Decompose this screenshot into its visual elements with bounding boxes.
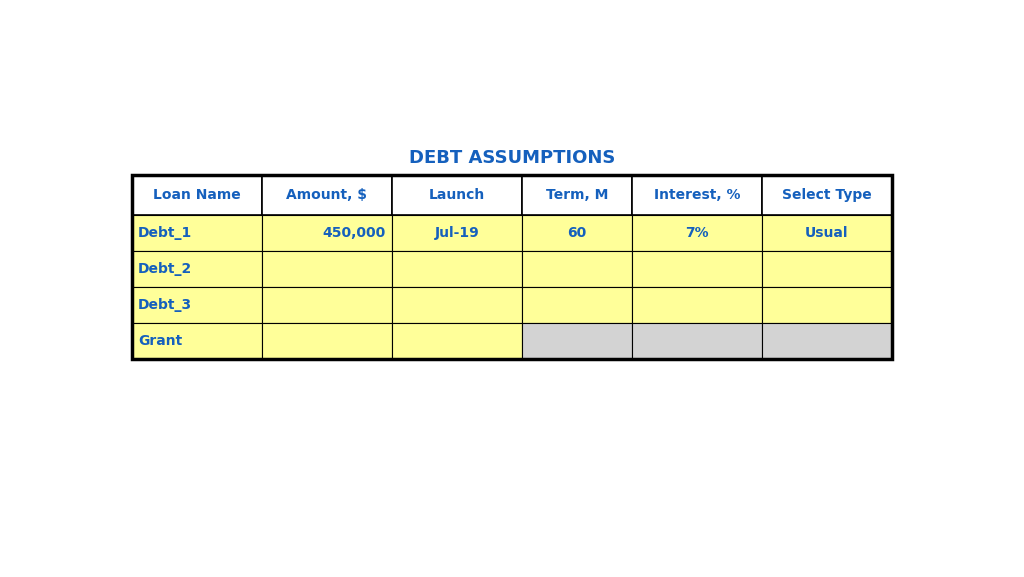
Text: Select Type: Select Type	[782, 188, 871, 202]
Bar	[522, 175, 632, 215]
Bar	[132, 215, 262, 251]
Bar	[522, 215, 632, 251]
Text: Loan Name: Loan Name	[154, 188, 241, 202]
Text: Debt_1: Debt_1	[138, 226, 193, 240]
Text: Amount, $: Amount, $	[287, 188, 368, 202]
Text: Debt_3: Debt_3	[138, 298, 193, 312]
Bar	[762, 287, 892, 323]
Text: Jul-19: Jul-19	[434, 226, 479, 240]
Bar	[392, 251, 522, 287]
Bar	[262, 323, 392, 359]
Bar	[522, 287, 632, 323]
Bar	[132, 323, 262, 359]
Bar	[522, 323, 632, 359]
Bar	[392, 323, 522, 359]
Bar	[632, 323, 762, 359]
Bar	[762, 323, 892, 359]
Text: Launch: Launch	[429, 188, 485, 202]
Bar	[392, 215, 522, 251]
Bar	[762, 215, 892, 251]
Bar	[392, 175, 522, 215]
Text: DEBT ASSUMPTIONS: DEBT ASSUMPTIONS	[409, 149, 615, 167]
Bar	[132, 175, 262, 215]
Bar	[132, 175, 892, 359]
Text: 450,000: 450,000	[323, 226, 386, 240]
Text: 60: 60	[567, 226, 587, 240]
Bar	[632, 287, 762, 323]
Text: Grant: Grant	[138, 334, 182, 348]
Bar	[132, 287, 262, 323]
Bar	[632, 215, 762, 251]
Bar	[262, 251, 392, 287]
Text: Interest, %: Interest, %	[653, 188, 740, 202]
Bar	[522, 251, 632, 287]
Bar	[632, 251, 762, 287]
Text: Term, M: Term, M	[546, 188, 608, 202]
Bar	[762, 175, 892, 215]
Bar	[262, 175, 392, 215]
Bar	[762, 251, 892, 287]
Bar	[132, 251, 262, 287]
Text: Usual: Usual	[805, 226, 849, 240]
Bar	[632, 175, 762, 215]
Bar	[262, 215, 392, 251]
Bar	[262, 287, 392, 323]
Text: Debt_2: Debt_2	[138, 262, 193, 276]
Bar	[392, 287, 522, 323]
Text: 7%: 7%	[685, 226, 709, 240]
